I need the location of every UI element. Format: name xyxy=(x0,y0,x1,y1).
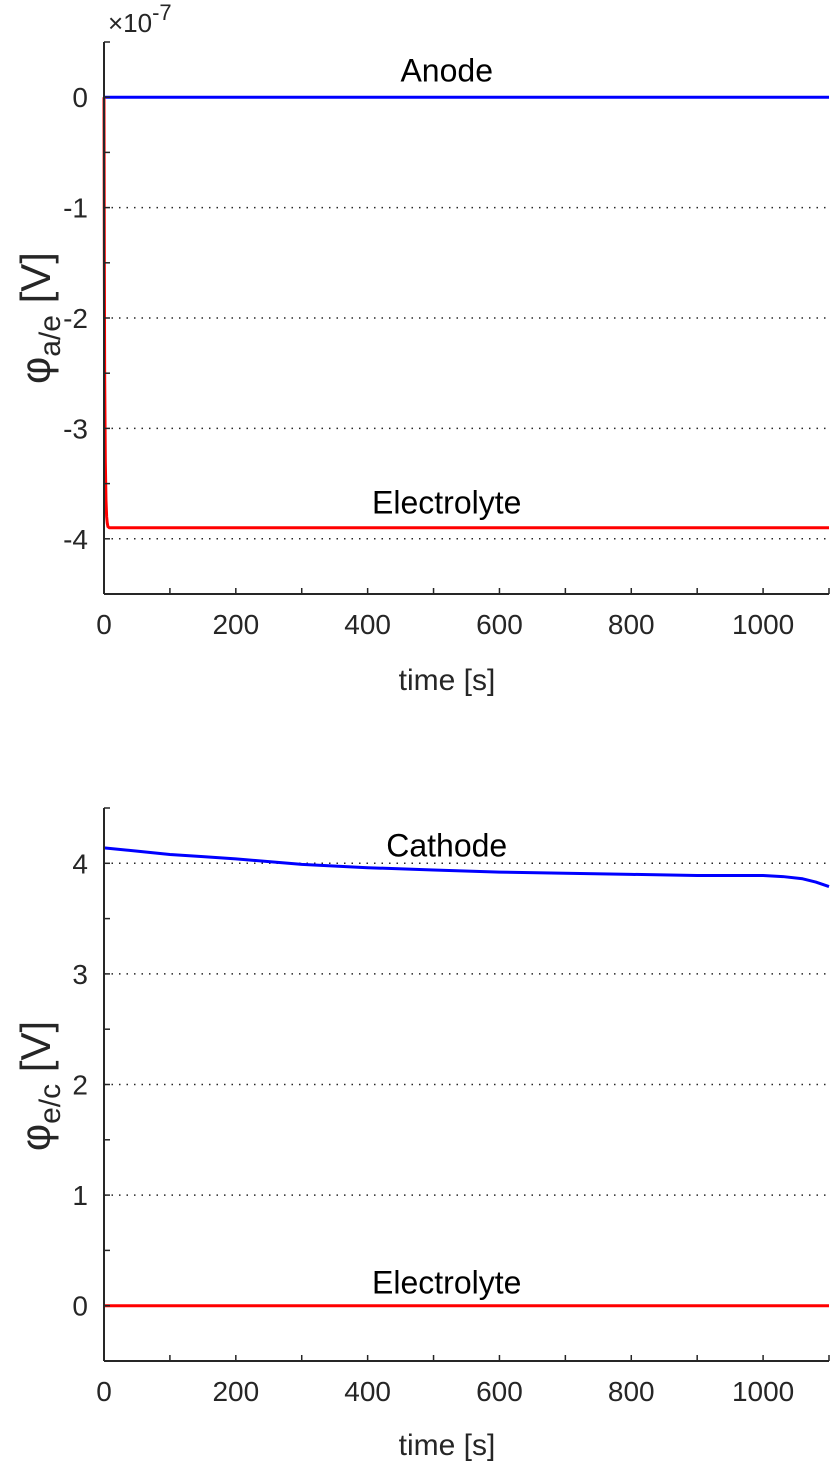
y-tick-label: 3 xyxy=(72,959,88,990)
y-multiplier-exponent: -7 xyxy=(152,0,172,25)
y-axis: 0 -1 -2 -3 -4 xyxy=(63,41,110,595)
x-tick-label: 600 xyxy=(476,1376,523,1407)
x-tick-label: 400 xyxy=(344,1376,391,1407)
plot-anode-electrolyte: 0 -1 -2 -3 -4 0 200 400 600 800 1000 Anode Electro… xyxy=(12,0,830,697)
y-tick-label: 0 xyxy=(72,1291,88,1322)
y-tick-label: -3 xyxy=(63,413,88,444)
y-multiplier: ×10-7 xyxy=(108,0,172,38)
annotation-label: Anode xyxy=(400,53,493,89)
x-tick-label: 200 xyxy=(212,609,259,640)
y-axis: 0 1 2 3 4 xyxy=(72,807,110,1362)
series-line-electrolyte xyxy=(102,97,829,530)
y-axis-label-symbol: φ xyxy=(12,357,59,384)
grid-lines xyxy=(104,96,829,540)
series-line-cathode xyxy=(103,846,830,888)
x-tick-label: 1000 xyxy=(732,609,794,640)
y-tick-label: -2 xyxy=(63,303,88,334)
annotations: Anode Electrolyte xyxy=(372,53,521,521)
y-axis-label-symbol: φ xyxy=(12,1124,59,1151)
x-tick-label: 0 xyxy=(96,609,112,640)
x-axis: 0 200 400 600 800 1000 xyxy=(96,588,830,640)
plot-electrolyte-cathode: 0 1 2 3 4 0 200 400 600 800 1000 Cathode Electroly… xyxy=(12,807,830,1462)
y-tick-label: 0 xyxy=(72,82,88,113)
y-tick-label: 2 xyxy=(72,1070,88,1101)
y-tick-label: 1 xyxy=(72,1180,88,1211)
series-lines xyxy=(102,95,829,530)
annotations: Cathode Electrolyte xyxy=(372,827,521,1300)
y-multiplier-base: ×10 xyxy=(108,8,152,38)
x-tick-label: 400 xyxy=(344,609,391,640)
y-axis-label: φa/e [V] xyxy=(12,252,67,384)
x-axis-label: time [s] xyxy=(399,664,496,697)
x-tick-label: 200 xyxy=(212,1376,259,1407)
x-tick-label: 600 xyxy=(476,609,523,640)
annotation-label: Cathode xyxy=(386,827,507,863)
y-tick-label: 4 xyxy=(72,848,88,879)
y-axis-label-subscript: a/e xyxy=(34,315,67,357)
x-tick-label: 800 xyxy=(608,609,655,640)
annotation-label: Electrolyte xyxy=(372,1264,521,1300)
x-tick-label: 800 xyxy=(608,1376,655,1407)
x-tick-label: 1000 xyxy=(732,1376,794,1407)
y-tick-label: -4 xyxy=(63,524,88,555)
series-lines xyxy=(103,846,830,1308)
grid-lines xyxy=(104,862,829,1307)
y-axis-label: φe/c [V] xyxy=(12,1021,67,1151)
y-tick-label: -1 xyxy=(63,193,88,224)
x-tick-label: 0 xyxy=(96,1376,112,1407)
x-axis-label: time [s] xyxy=(399,1429,496,1462)
y-axis-label-subscript: e/c xyxy=(34,1084,67,1124)
annotation-label: Electrolyte xyxy=(372,484,521,520)
x-axis: 0 200 400 600 800 1000 xyxy=(96,1355,830,1407)
y-axis-label-unit: [V] xyxy=(12,252,59,315)
y-axis-label-unit: [V] xyxy=(12,1021,59,1084)
